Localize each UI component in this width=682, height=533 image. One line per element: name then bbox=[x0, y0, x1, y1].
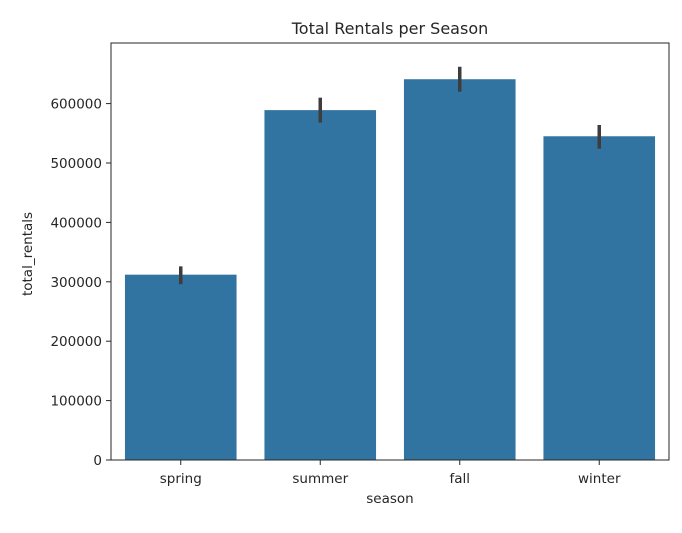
chart-title: Total Rentals per Season bbox=[291, 19, 489, 38]
y-tick-label: 400000 bbox=[50, 215, 102, 231]
y-tick-label: 600000 bbox=[50, 97, 102, 113]
bars-layer bbox=[124, 79, 656, 460]
y-tick-label: 0 bbox=[93, 453, 102, 469]
y-tick-label: 100000 bbox=[50, 394, 102, 410]
error-bars-layer bbox=[179, 66, 601, 285]
y-tick-label: 300000 bbox=[50, 275, 102, 291]
bar-winter bbox=[543, 136, 656, 460]
y-axis-label: total_rentals bbox=[20, 212, 36, 296]
x-axis-label: season bbox=[366, 491, 413, 507]
x-tick-label-spring: spring bbox=[160, 471, 202, 487]
bar-fall bbox=[403, 79, 516, 460]
x-tick-label-fall: fall bbox=[449, 471, 470, 487]
x-tick-label-winter: winter bbox=[578, 471, 621, 487]
y-tick-label: 200000 bbox=[50, 334, 102, 350]
x-tick-label-summer: summer bbox=[292, 471, 348, 487]
bar-spring bbox=[124, 274, 237, 460]
bar-summer bbox=[264, 110, 377, 460]
y-tick-label: 500000 bbox=[50, 156, 102, 172]
axes-layer: spring summer fall winter 0 100000 200000 30000… bbox=[50, 42, 670, 487]
plot-frame bbox=[110, 42, 670, 461]
